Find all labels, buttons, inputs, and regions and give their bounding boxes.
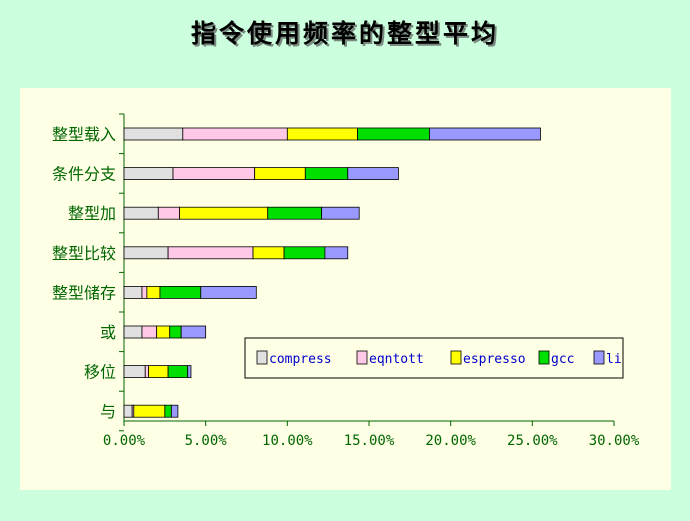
bar-segment-li xyxy=(347,167,399,180)
bar-segment-gcc xyxy=(267,206,323,220)
bar-segment-compress xyxy=(123,325,143,339)
bar-segment-compress xyxy=(123,365,146,379)
bar-segment-gcc xyxy=(357,127,430,141)
bar-segment-espresso xyxy=(252,246,285,260)
chart-title: 指令使用频率的整型平均 xyxy=(190,19,499,48)
legend-label-compress: compress xyxy=(269,352,332,367)
bar-segment-gcc xyxy=(304,167,349,180)
bar-segment-li xyxy=(187,365,192,379)
bar-segment-espresso xyxy=(179,206,269,220)
x-tick-label: 5.00% xyxy=(185,433,228,449)
legend-swatch-compress xyxy=(256,350,268,365)
x-tick-label: 20.00% xyxy=(425,433,476,449)
bar-segment-espresso xyxy=(254,167,306,180)
y-tick-label: 整型比较 xyxy=(52,244,116,263)
bar-segment-li xyxy=(180,325,207,339)
bar-segment-eqntott xyxy=(141,285,148,299)
legend-swatch-li xyxy=(593,350,605,365)
legend-label-espresso: espresso xyxy=(463,352,526,367)
chart-panel: 整型载入条件分支整型加整型比较整型储存或移位与 0.00% 5.00% 10.00% 1… xyxy=(20,88,671,490)
y-tick-label: 条件分支 xyxy=(52,165,116,184)
bar-segment-espresso xyxy=(286,127,358,141)
bar-segment-eqntott xyxy=(141,325,158,339)
bar-segment-compress xyxy=(123,246,169,260)
bar-segment-compress xyxy=(123,167,174,180)
bar-segment-espresso xyxy=(146,285,161,299)
y-tick-label: 整型储存 xyxy=(52,283,116,302)
x-tick-label: 30.00% xyxy=(589,433,640,449)
bar-segment-li xyxy=(200,285,257,299)
x-tick-label: 10.00% xyxy=(262,433,313,449)
bar-segment-compress xyxy=(123,206,159,220)
bar-segment-eqntott xyxy=(144,365,149,379)
y-tick-label: 与 xyxy=(100,402,116,421)
bar-segment-li xyxy=(429,127,541,141)
legend-label-li: li xyxy=(606,352,622,367)
bar-segment-gcc xyxy=(164,404,172,418)
bar-segment-li xyxy=(321,206,360,220)
bar-segment-gcc xyxy=(167,365,189,379)
x-tick-label: 0.00% xyxy=(103,433,146,449)
bar-segment-compress xyxy=(123,285,143,299)
legend-label-eqntott: eqntott xyxy=(369,352,424,367)
bar-segment-li xyxy=(324,246,349,260)
bar-segment-gcc xyxy=(169,325,182,339)
legend-swatch-espresso xyxy=(450,350,462,365)
legend-label-gcc: gcc xyxy=(551,352,574,367)
y-tick-label: 整型载入 xyxy=(52,125,116,144)
legend-swatch-gcc xyxy=(538,350,550,365)
bar-segment-espresso xyxy=(148,365,169,379)
bar-segment-eqntott xyxy=(182,127,288,141)
legend-box xyxy=(244,337,624,379)
bar-segment-espresso xyxy=(156,325,171,339)
bar-segment-compress xyxy=(123,127,184,141)
bar-segment-li xyxy=(170,404,179,418)
y-tick-label: 或 xyxy=(100,323,116,342)
bar-segment-compress xyxy=(123,404,133,418)
x-tick-label: 25.00% xyxy=(507,433,558,449)
legend-swatch-eqntott xyxy=(356,350,368,365)
bar-segment-espresso xyxy=(133,404,166,418)
y-tick-label: 移位 xyxy=(84,363,116,382)
x-tick-label: 15.00% xyxy=(344,433,395,449)
bar-segment-eqntott xyxy=(157,206,180,220)
y-tick-label: 整型加 xyxy=(68,204,116,223)
bar-segment-eqntott xyxy=(172,167,256,180)
bar-segment-gcc xyxy=(283,246,326,260)
bar-segment-eqntott xyxy=(167,246,254,260)
bar-segment-gcc xyxy=(159,285,202,299)
